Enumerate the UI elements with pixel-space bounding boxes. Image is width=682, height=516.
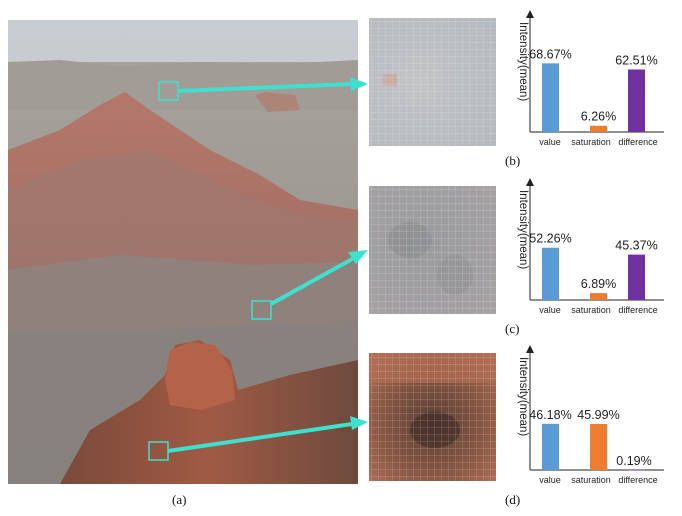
y-axis-arrow <box>526 345 534 353</box>
zoom-patch-b <box>369 18 496 146</box>
selection-box-c <box>251 300 272 320</box>
y-axis-arrow <box>526 10 534 18</box>
value-label: 45.99% <box>577 408 619 422</box>
chart-0: Intensity(mean) 68.67% value 6.26% saturatio… <box>517 10 664 147</box>
bar-value <box>542 63 559 132</box>
category-label: difference <box>618 475 657 485</box>
category-label: difference <box>618 137 657 147</box>
value-label: 0.19% <box>616 454 651 468</box>
bar-value <box>542 247 559 300</box>
canyon-photo <box>8 20 358 484</box>
category-label: value <box>539 137 561 147</box>
category-label: difference <box>618 305 657 315</box>
y-axis-label: Intensity(mean) <box>517 22 529 101</box>
category-label: saturation <box>571 475 611 485</box>
value-label: 6.26% <box>581 110 616 124</box>
value-label: 46.18% <box>529 408 571 422</box>
connector-arrows <box>167 77 368 453</box>
y-axis-label: Intensity(mean) <box>517 190 529 269</box>
caption-b: (b) <box>505 153 520 168</box>
caption-c: (c) <box>505 321 519 336</box>
category-label: saturation <box>571 305 611 315</box>
value-label: 62.51% <box>615 53 657 67</box>
bar-difference <box>628 69 645 132</box>
category-label: saturation <box>571 137 611 147</box>
chart-1: Intensity(mean) 52.26% value 6.89% saturatio… <box>517 178 664 315</box>
y-axis-label: Intensity(mean) <box>517 357 529 436</box>
caption-d: (d) <box>505 492 520 507</box>
bar-saturation <box>590 293 607 300</box>
bar-saturation <box>590 125 607 132</box>
value-label: 68.67% <box>529 47 571 61</box>
value-label: 52.26% <box>529 232 571 246</box>
zoom-patch-d <box>369 353 496 481</box>
zoom-patch-c <box>369 186 496 314</box>
bar-value <box>542 423 559 470</box>
bar-charts: Intensity(mean) 68.67%value6.26%saturatio… <box>517 10 664 485</box>
value-label: 45.37% <box>615 239 657 253</box>
y-axis-arrow <box>526 178 534 186</box>
caption-a: (a) <box>172 492 186 507</box>
bar-difference <box>628 254 645 300</box>
bar-saturation <box>590 424 607 470</box>
category-label: value <box>539 305 561 315</box>
bar-difference <box>628 469 645 471</box>
chart-2: Intensity(mean) 46.18% value 45.99% saturati… <box>517 345 664 485</box>
category-label: value <box>539 475 561 485</box>
value-label: 6.89% <box>581 277 616 291</box>
